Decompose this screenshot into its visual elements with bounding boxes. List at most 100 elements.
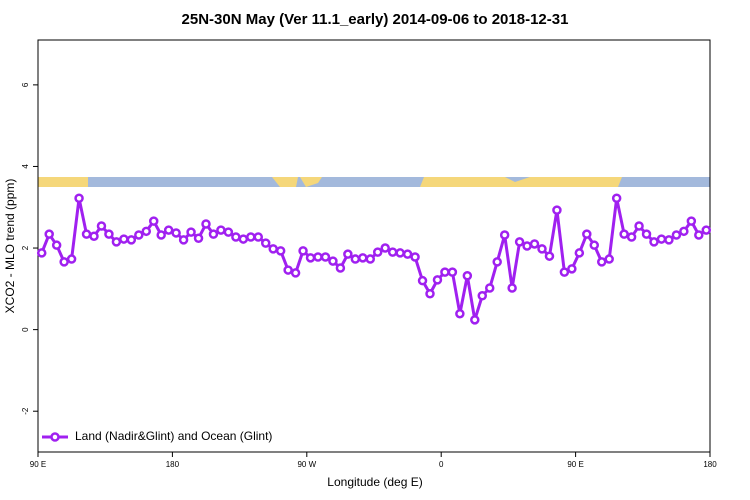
data-point — [447, 267, 458, 277]
data-point — [417, 275, 428, 286]
data-point — [686, 216, 697, 226]
data-point — [477, 291, 488, 301]
data-point — [350, 254, 361, 264]
data-point — [163, 225, 174, 235]
x-tick-label: 180 — [703, 460, 717, 469]
data-point — [89, 231, 99, 241]
data-point — [51, 240, 62, 250]
data-point — [208, 229, 219, 239]
data-point — [604, 254, 614, 264]
data-point — [634, 221, 644, 231]
legend-label: Land (Nadir&Glint) and Ocean (Glint) — [75, 429, 272, 443]
data-point — [246, 232, 256, 242]
data-point — [395, 248, 405, 258]
data-point — [358, 253, 368, 263]
data-point — [186, 227, 196, 237]
data-point — [544, 251, 555, 261]
data-point — [596, 257, 607, 267]
y-tick-label: 2 — [21, 245, 30, 250]
data-point — [365, 254, 376, 264]
y-tick-label: 0 — [21, 327, 30, 332]
data-point — [275, 246, 286, 256]
x-tick-label: 90 W — [297, 460, 316, 469]
data-point — [335, 263, 346, 273]
data-point — [380, 243, 390, 253]
x-tick-label: 0 — [439, 460, 444, 469]
data-point — [470, 315, 480, 325]
data-point — [283, 265, 293, 275]
data-point — [492, 257, 502, 267]
data-point — [552, 205, 562, 215]
data-point — [178, 235, 189, 245]
data-point — [171, 228, 181, 238]
x-tick-label: 90 E — [30, 460, 46, 469]
y-tick-label: 4 — [21, 164, 30, 169]
data-point — [484, 283, 495, 293]
data-point — [66, 254, 77, 264]
data-point — [148, 216, 159, 226]
data-point — [455, 308, 465, 319]
data-point — [507, 283, 517, 293]
data-point — [522, 241, 532, 251]
x-tick-label: 90 E — [567, 460, 583, 469]
data-point — [238, 234, 249, 244]
data-point — [298, 246, 308, 256]
y-tick-label: -2 — [21, 407, 30, 415]
data-point — [649, 237, 659, 247]
y-axis-label: XCO2 - MLO trend (ppm) — [3, 179, 17, 314]
data-point — [223, 227, 234, 237]
data-point — [320, 252, 331, 262]
data-point — [126, 235, 137, 245]
data-point — [582, 229, 592, 239]
data-point — [290, 268, 301, 278]
data-point — [402, 249, 413, 259]
data-point — [313, 252, 323, 262]
data-point — [432, 275, 443, 285]
data-point — [44, 229, 54, 239]
data-point — [462, 271, 473, 281]
data-point — [253, 232, 264, 242]
data-point — [119, 234, 129, 244]
chart-title: 25N-30N May (Ver 11.1_early) 2014-09-06 … — [182, 11, 569, 28]
plot-frame — [37, 39, 711, 453]
data-point — [96, 221, 107, 231]
data-point — [74, 193, 84, 204]
data-point — [36, 248, 47, 258]
data-point — [664, 235, 674, 245]
data-point — [268, 244, 278, 254]
data-point — [260, 238, 271, 248]
map-strip — [38, 177, 710, 187]
data-point — [372, 247, 383, 257]
data-point — [626, 232, 637, 242]
data-point — [343, 249, 353, 259]
data-point — [514, 237, 525, 247]
data-point — [440, 267, 450, 277]
data-point — [567, 264, 577, 274]
data-point — [111, 237, 122, 247]
data-point — [574, 248, 585, 258]
data-point — [104, 229, 114, 239]
data-point — [679, 226, 689, 237]
data-point — [59, 257, 69, 267]
data-point — [193, 233, 204, 243]
data-point — [537, 244, 547, 254]
x-axis-label: Longitude (deg E) — [327, 475, 422, 489]
data-point — [410, 252, 420, 262]
data-point — [641, 229, 652, 239]
y-tick-label: 6 — [21, 82, 30, 87]
data-point — [589, 240, 600, 250]
data-point — [81, 229, 92, 239]
data-point — [201, 219, 211, 229]
data-point — [694, 230, 704, 240]
data-point — [305, 253, 316, 263]
data-point — [559, 267, 570, 277]
data-point — [328, 256, 338, 266]
data-point — [611, 193, 622, 204]
data-point — [656, 234, 667, 244]
legend-marker — [50, 432, 60, 442]
x-tick-label: 180 — [166, 460, 180, 469]
data-point — [156, 230, 166, 240]
data-point — [231, 232, 241, 242]
data-point — [387, 247, 398, 257]
